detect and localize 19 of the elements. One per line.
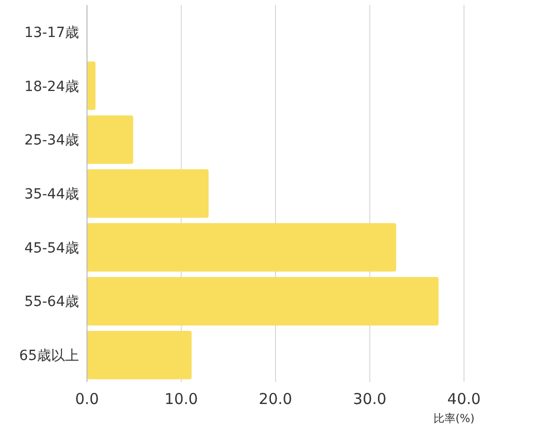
bar [87,169,209,218]
y-tick-label: 13-17歳 [24,24,79,41]
y-tick-label: 25-34歳 [24,132,79,149]
bar [87,223,396,272]
y-tick-label: 65歳以上 [19,348,79,364]
x-tick-label: 30.0 [353,390,386,408]
bar [87,330,192,380]
x-tick-label: 40.0 [447,390,481,408]
bar [87,115,134,164]
y-tick-label: 35-44歳 [24,186,79,202]
y-tick-label: 55-64歳 [24,294,79,310]
bar [87,62,96,110]
y-tick-label: 45-54歳 [24,240,79,256]
x-tick-label: 10.0 [164,390,198,408]
bar [87,276,439,326]
x-tick-label: 0.0 [75,390,99,408]
x-tick-label: 20.0 [258,390,292,408]
y-tick-label: 18-24歳 [24,78,79,95]
x-axis-title: 比率(%) [433,412,475,425]
